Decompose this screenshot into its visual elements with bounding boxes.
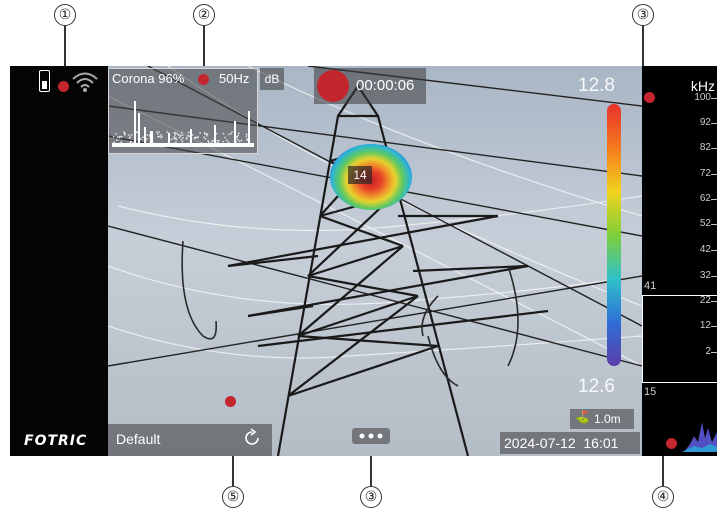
frequency-marker-lower: 15: [644, 386, 657, 398]
datetime-display: 2024-07-12 16:01: [500, 432, 640, 454]
battery-icon: [39, 70, 50, 92]
preset-selector[interactable]: Default: [108, 424, 272, 456]
frequency-band-selection[interactable]: [642, 295, 717, 383]
preset-label: Default: [116, 431, 161, 447]
more-options-button[interactable]: [352, 428, 390, 444]
callout-1-lead: [64, 26, 66, 82]
hotspot-value: 14: [348, 166, 372, 184]
frequency-unit: kHz: [690, 78, 715, 94]
frequency-tick-label: 92: [699, 117, 711, 128]
frequency-tick-label: 2: [705, 346, 711, 357]
frequency-tick-mark: [711, 301, 717, 302]
marker-dot-3: [644, 92, 655, 103]
frequency-tick-label: 82: [699, 142, 711, 153]
frequency-tick-label: 32: [699, 270, 711, 281]
frequency-tick-mark: [711, 250, 717, 251]
corona-prpd-plot: [112, 101, 254, 147]
frequency-tick-label: 12: [699, 320, 711, 331]
callout-3-top-lead: [642, 26, 644, 98]
frequency-tick-label: 100: [694, 92, 711, 103]
marker-dot-4: [666, 438, 677, 449]
frequency-marker-upper: 41: [644, 280, 657, 292]
distance-label: 1.0m: [594, 412, 621, 426]
distance-indicator[interactable]: ⛳ 1.0m: [570, 409, 634, 429]
callout-2: ②: [193, 4, 215, 26]
frequency-tick-mark: [711, 98, 717, 99]
color-scale-bar: [607, 104, 621, 366]
colorbar-max: 12.8: [578, 75, 615, 96]
frequency-spectrum-panel[interactable]: kHz 100 92 82 72 62 52 42 32 22 12 2 41 15: [642, 66, 717, 456]
frequency-tick-label: 52: [699, 218, 711, 229]
frequency-tick-label: 72: [699, 168, 711, 179]
frequency-tick-mark: [711, 148, 717, 149]
spectrum-trace: [682, 422, 717, 452]
db-unit-button[interactable]: dB: [260, 68, 284, 90]
record-panel[interactable]: 00:00:06: [314, 68, 426, 104]
device-screen: FOTRIC: [10, 66, 717, 456]
fotric-logo: FOTRIC: [24, 433, 88, 449]
camera-view[interactable]: 14 Corona 96% 50Hz dB 00:00:06: [108, 66, 642, 456]
frequency-tick-mark: [711, 199, 717, 200]
frequency-tick-mark: [711, 276, 717, 277]
record-button[interactable]: [317, 70, 349, 102]
marker-dot-2: [198, 74, 209, 85]
callout-4: ④: [652, 486, 674, 508]
distance-icon: ⛳: [575, 410, 590, 424]
colorbar-min: 12.6: [578, 376, 615, 397]
frequency-tick-label: 42: [699, 244, 711, 255]
callout-3-bottom: ③: [360, 486, 382, 508]
frequency-tick-label: 62: [699, 193, 711, 204]
marker-dot-5: [225, 396, 236, 407]
corona-label: Corona 96%: [112, 71, 185, 86]
corona-spectrum-panel[interactable]: Corona 96% 50Hz: [108, 68, 258, 154]
marker-dot-1: [58, 81, 69, 92]
frequency-tick-mark: [711, 352, 717, 353]
frequency-tick-mark: [711, 123, 717, 124]
frequency-tick-mark: [711, 174, 717, 175]
frequency-tick-label: 22: [699, 295, 711, 306]
more-icon: [359, 433, 383, 439]
record-timer: 00:00:06: [356, 77, 415, 94]
callout-5: ⑤: [222, 486, 244, 508]
callout-4-lead: [662, 444, 664, 486]
frequency-tick-mark: [711, 224, 717, 225]
refresh-icon[interactable]: [242, 428, 262, 448]
wifi-icon: [70, 68, 100, 94]
callout-3-bottom-lead: [370, 446, 372, 486]
callout-3-top: ③: [632, 4, 654, 26]
frequency-tick-mark: [711, 326, 717, 327]
frequency-label: 50Hz: [219, 71, 250, 86]
callout-2-lead: [203, 26, 205, 80]
callout-1: ①: [54, 4, 76, 26]
